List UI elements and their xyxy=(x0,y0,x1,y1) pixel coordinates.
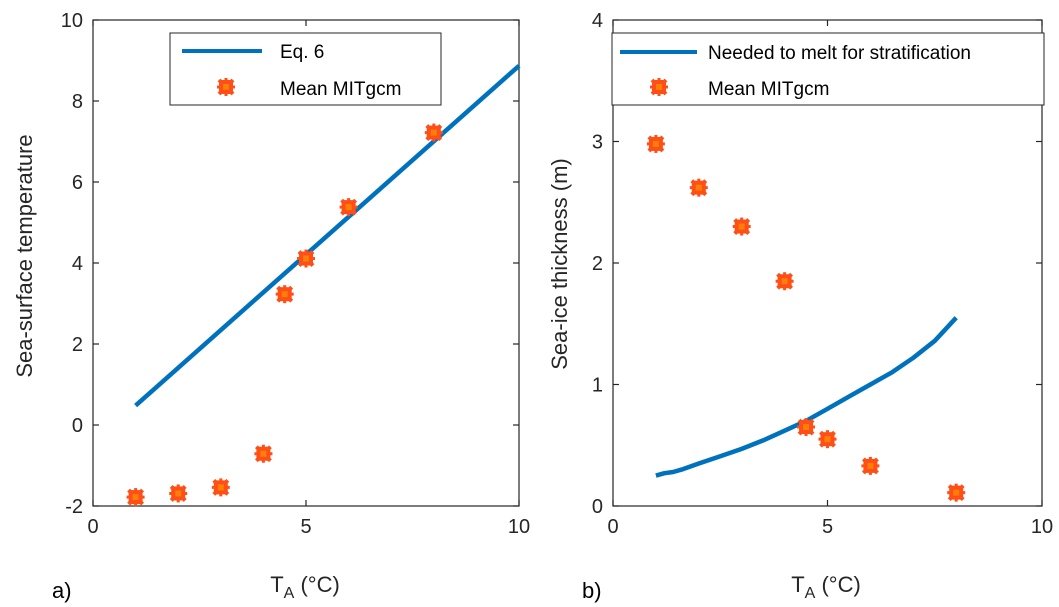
legend-b: Needed to melt for stratification Mean M… xyxy=(611,32,1045,106)
y-tick-label-b-2: 2 xyxy=(592,253,603,275)
x-tick-label-b-2: 10 xyxy=(1031,516,1053,538)
legend-marker-swatch-a xyxy=(217,78,235,96)
y-tick-label-b-0: 0 xyxy=(592,496,603,518)
data-point-b-6 xyxy=(861,456,880,475)
y-tick-label-a-0: -2 xyxy=(65,496,83,518)
data-point-a-2 xyxy=(211,478,230,497)
data-point-b-4 xyxy=(797,418,816,437)
x-axis-label-unit-b: (°C) xyxy=(815,572,860,597)
legend-entry-a-1: Mean MITgcm xyxy=(280,79,401,100)
data-point-a-4 xyxy=(275,285,294,304)
legend-box-a xyxy=(169,32,442,106)
y-axis-label-a: Sea-surface temperature xyxy=(12,134,37,377)
y-tick-label-a-3: 4 xyxy=(72,253,83,275)
series-line-a-0 xyxy=(134,64,521,408)
x-tick-label-a-1: 5 xyxy=(300,516,311,538)
data-point-a-6 xyxy=(339,198,358,217)
legend-marker-swatch-b xyxy=(650,78,668,96)
data-point-b-3 xyxy=(775,272,794,291)
legend-marker-icon-0 xyxy=(217,78,235,96)
data-point-a-3 xyxy=(254,444,273,463)
legend-entry-a-0: Eq. 6 xyxy=(280,42,324,63)
y-tick-label-a-5: 8 xyxy=(72,91,83,113)
panel-label-a: a) xyxy=(52,578,72,603)
legend-marker-icon-1 xyxy=(650,78,668,96)
y-tick-label-b-1: 1 xyxy=(592,375,603,397)
data-point-b-0 xyxy=(646,134,665,153)
x-axis-label-a: TA (°C) xyxy=(270,572,340,602)
panel-label-b: b) xyxy=(582,578,602,603)
x-axis-label-main-b: T xyxy=(791,572,804,597)
y-tick-label-a-4: 6 xyxy=(72,172,83,194)
data-point-b-1 xyxy=(689,178,708,197)
y-tick-label-a-6: 10 xyxy=(61,10,83,32)
x-axis-label-main-a: T xyxy=(270,572,283,597)
data-point-a-1 xyxy=(169,484,188,503)
x-tick-label-b-0: 0 xyxy=(607,516,618,538)
y-axis-label-b: Sea-ice thickness (m) xyxy=(547,158,572,370)
data-point-b-5 xyxy=(818,430,837,449)
legend-entry-b-0: Needed to melt for stratification xyxy=(708,43,971,64)
data-point-b-2 xyxy=(732,217,751,236)
y-tick-label-b-3: 3 xyxy=(592,132,603,154)
data-point-b-7 xyxy=(947,483,966,502)
legend-box-b xyxy=(611,32,1045,106)
x-tick-label-a-0: 0 xyxy=(87,516,98,538)
x-axis-label-sub-a: A xyxy=(284,585,295,602)
y-tick-label-b-4: 4 xyxy=(592,10,603,32)
x-axis-label-b: TA (°C) xyxy=(791,572,861,602)
data-point-a-5 xyxy=(297,249,315,268)
x-axis-label-sub-b: A xyxy=(805,585,816,602)
plot-area-b: 0 5 10 0 1 2 3 4 xyxy=(592,10,1053,538)
y-tick-label-a-1: 0 xyxy=(72,415,83,437)
x-tick-label-a-2: 10 xyxy=(508,516,530,538)
legend-entry-b-1: Mean MITgcm xyxy=(708,79,829,100)
data-point-a-0 xyxy=(126,488,145,507)
data-point-a-7 xyxy=(424,123,443,142)
legend-a: Eq. 6 Mean MITgcm xyxy=(169,32,442,106)
series-line-b-0 xyxy=(655,316,958,478)
x-tick-label-b-1: 5 xyxy=(822,516,833,538)
y-tick-label-a-2: 2 xyxy=(72,334,83,356)
x-axis-label-unit-a: (°C) xyxy=(294,572,339,597)
